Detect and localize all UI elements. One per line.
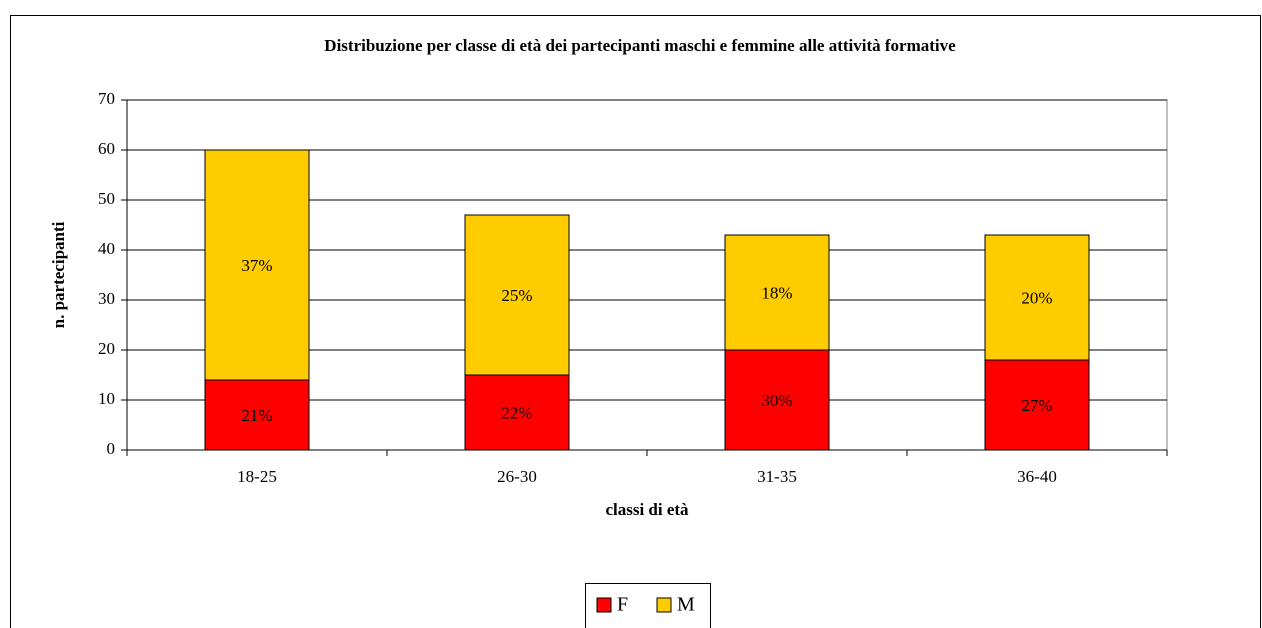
y-tick-label: 20 <box>98 339 115 358</box>
x-axis-label: classi di età <box>605 500 689 519</box>
data-label: 27% <box>1021 396 1052 415</box>
y-tick-label: 40 <box>98 239 115 258</box>
data-label: 25% <box>501 286 532 305</box>
x-tick-label: 31-35 <box>757 467 797 486</box>
data-label: 30% <box>761 391 792 410</box>
y-tick-label: 10 <box>98 389 115 408</box>
bar-segment <box>984 234 1090 361</box>
data-label: 18% <box>761 283 792 302</box>
y-tick-label: 30 <box>98 289 115 308</box>
x-tick-label: 18-25 <box>237 467 277 486</box>
x-tick-label: 36-40 <box>1017 467 1057 486</box>
bar-segment <box>464 374 570 451</box>
y-tick-label: 50 <box>98 189 115 208</box>
bar-segment <box>204 149 310 381</box>
data-label: 20% <box>1021 288 1052 307</box>
legend-label: M <box>677 594 695 616</box>
data-label: 37% <box>241 256 272 275</box>
bar-segment <box>204 379 310 451</box>
y-tick-label: 0 <box>107 439 116 458</box>
legend-swatch <box>596 597 612 613</box>
x-tick-label: 26-30 <box>497 467 537 486</box>
bar-segment <box>724 349 830 451</box>
y-tick-label: 60 <box>98 139 115 158</box>
data-label: 21% <box>241 406 272 425</box>
legend-swatch <box>656 597 672 613</box>
bar-segment <box>724 234 830 351</box>
y-axis-label: n. partecipanti <box>49 221 68 328</box>
chart-title: Distribuzione per classe di età dei part… <box>324 36 956 55</box>
y-tick-label: 70 <box>98 89 115 108</box>
bar-segment <box>464 214 570 376</box>
bar-segment <box>984 359 1090 451</box>
data-label: 22% <box>501 403 532 422</box>
legend-label: F <box>617 594 628 616</box>
